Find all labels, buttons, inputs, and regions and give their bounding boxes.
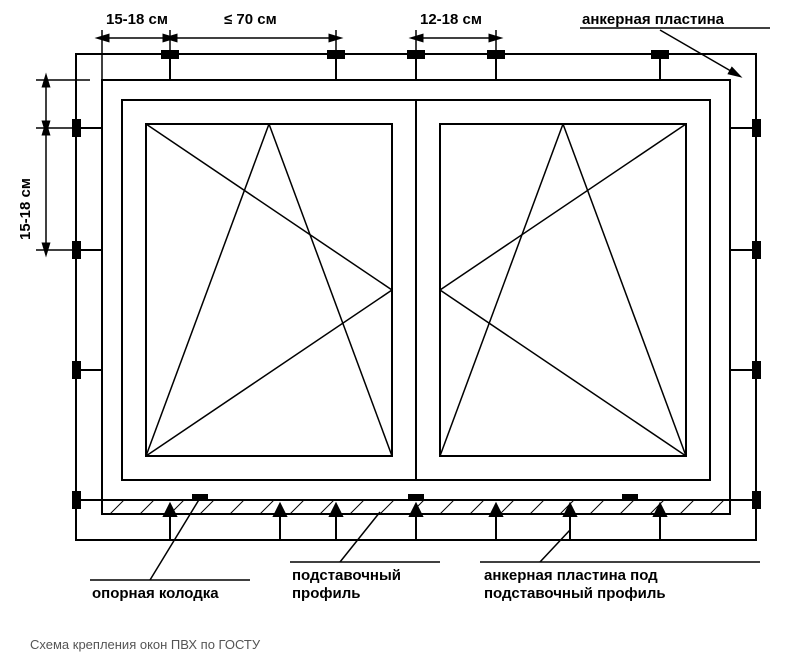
svg-text:профиль: профиль [292, 585, 360, 602]
svg-text:анкерная пластина: анкерная пластина [582, 11, 725, 28]
dim-side-label: 15-18 см [17, 178, 34, 240]
dim-top-right: 12-18 см [420, 11, 482, 28]
window-installation-diagram: 15-18 см ≤ 70 см 12-18 см 15-18 см анкер… [0, 0, 800, 640]
dim-top: 15-18 см ≤ 70 см 12-18 см [102, 11, 496, 88]
dim-top-center: ≤ 70 см [224, 11, 277, 28]
diagram-caption: Схема крепления окон ПВХ по ГОСТУ [30, 637, 260, 652]
svg-text:анкерная пластина под: анкерная пластина под [484, 567, 658, 584]
callout-anchor-plate: анкерная пластина [580, 11, 770, 74]
svg-text:подставочный: подставочный [292, 567, 401, 584]
dim-top-left: 15-18 см [106, 11, 168, 28]
svg-text:подставочный профиль: подставочный профиль [484, 585, 666, 602]
callout-stand-profile: подставочный профиль [290, 512, 440, 602]
svg-text:опорная колодка: опорная колодка [92, 585, 219, 602]
dim-side: 15-18 см [17, 80, 90, 250]
